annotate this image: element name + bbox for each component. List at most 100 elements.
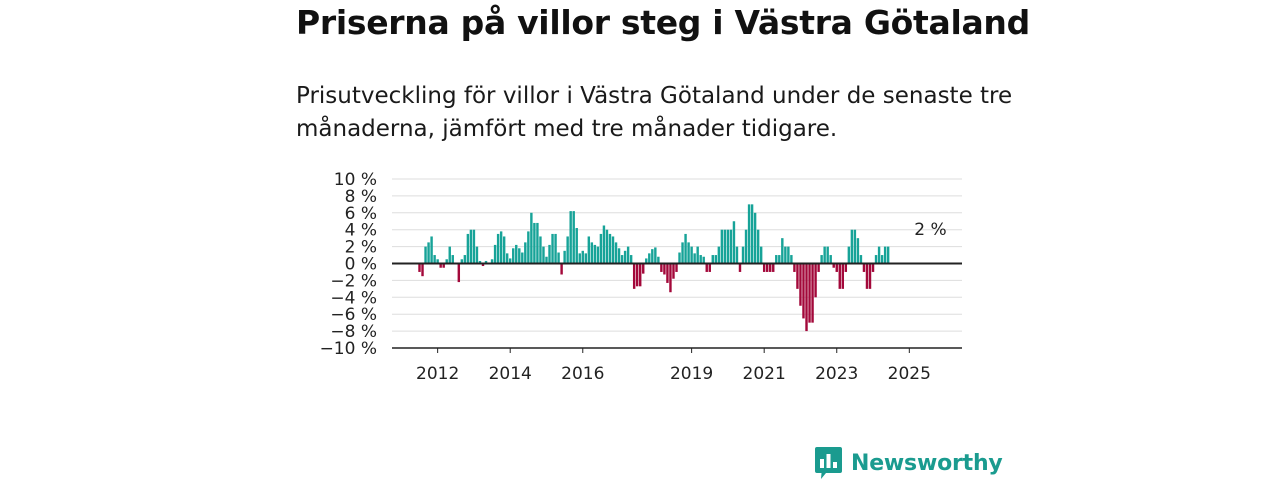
bar <box>868 263 872 289</box>
bar <box>433 255 436 264</box>
bar <box>469 229 473 264</box>
bar <box>696 246 699 264</box>
y-tick-label: −6 % <box>330 305 377 325</box>
bar <box>735 246 739 264</box>
bar <box>460 259 464 264</box>
bar <box>796 263 799 289</box>
bar <box>826 246 829 264</box>
bar <box>669 263 672 293</box>
bar <box>690 246 693 264</box>
bar <box>436 259 439 264</box>
bar <box>663 263 666 275</box>
bar <box>817 263 820 272</box>
bar <box>614 242 618 264</box>
bar <box>626 246 630 264</box>
bar <box>799 263 802 306</box>
bar <box>608 233 612 264</box>
bar <box>862 263 866 272</box>
bar <box>808 263 811 323</box>
bar <box>666 263 669 283</box>
y-tick-label: 10 % <box>334 170 377 190</box>
bar-chart: −10 %−8 %−6 %−4 %−2 %0 %2 %4 %6 %8 %10 %… <box>320 170 962 384</box>
bar <box>856 238 860 264</box>
bar <box>790 255 793 264</box>
y-tick-label: −4 % <box>330 288 377 308</box>
bar <box>781 238 784 264</box>
x-tick-label: 2025 <box>888 364 931 384</box>
bar <box>699 255 702 264</box>
bar <box>439 263 442 268</box>
bar <box>720 229 724 264</box>
y-tick-label: −10 % <box>320 339 377 359</box>
bar <box>527 231 530 264</box>
bar <box>605 229 609 264</box>
bar <box>557 252 560 264</box>
bar <box>717 246 721 264</box>
bar <box>484 260 488 264</box>
bar <box>499 231 503 264</box>
bar <box>602 225 606 264</box>
bar <box>657 256 660 264</box>
bar <box>883 246 887 264</box>
bar <box>814 263 817 298</box>
bar <box>463 255 467 264</box>
bar <box>784 246 787 264</box>
bar <box>539 236 542 264</box>
bar <box>521 252 524 264</box>
bar <box>496 233 500 264</box>
bar <box>744 229 748 264</box>
bar <box>753 212 757 264</box>
bar <box>563 250 566 264</box>
bar <box>702 256 705 264</box>
y-tick-label: 0 % <box>345 255 377 275</box>
x-tick-label: 2012 <box>416 364 459 384</box>
x-tick-label: 2023 <box>815 364 858 384</box>
bar <box>590 242 594 264</box>
bar <box>844 263 848 272</box>
bar <box>775 255 778 264</box>
bar <box>545 256 548 264</box>
bar <box>518 248 521 264</box>
bar <box>542 246 545 264</box>
bar <box>693 253 696 264</box>
x-tick-label: 2016 <box>561 364 604 384</box>
bar <box>681 242 684 264</box>
bar <box>880 255 884 264</box>
bar <box>457 263 461 283</box>
bar <box>778 255 781 264</box>
bar <box>708 263 711 272</box>
bar <box>466 233 470 264</box>
bar <box>530 212 533 264</box>
axes <box>392 262 962 353</box>
bar <box>442 263 445 268</box>
bar <box>811 263 814 323</box>
bar <box>853 229 857 264</box>
bar <box>802 263 805 319</box>
bar <box>430 236 433 264</box>
brand-name: Newsworthy <box>851 450 1003 476</box>
bar <box>424 246 427 264</box>
bar <box>772 263 775 272</box>
bar <box>832 263 835 268</box>
bar <box>838 263 841 289</box>
tick-labels: −10 %−8 %−6 %−4 %−2 %0 %2 %4 %6 %8 %10 %… <box>320 170 947 384</box>
bar <box>617 248 621 264</box>
y-tick-label: 2 % <box>345 238 377 258</box>
bar <box>865 263 869 289</box>
bar <box>548 244 551 264</box>
bar <box>575 228 578 264</box>
bar <box>793 263 796 272</box>
bar <box>635 263 639 287</box>
bar <box>675 263 678 272</box>
bar <box>835 263 838 272</box>
bar <box>859 255 863 264</box>
bar <box>611 236 615 264</box>
bar <box>418 263 421 272</box>
bar <box>524 242 527 264</box>
bar <box>759 246 763 264</box>
bar <box>687 242 690 264</box>
bar <box>490 259 494 264</box>
bar <box>766 263 769 272</box>
bar <box>750 204 754 264</box>
bar <box>572 211 575 264</box>
